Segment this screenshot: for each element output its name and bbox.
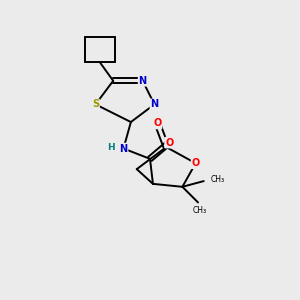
Text: O: O [153,118,161,128]
Text: O: O [191,158,200,168]
Text: CH₃: CH₃ [192,206,206,215]
Text: N: N [139,76,147,86]
Text: O: O [165,138,173,148]
Text: S: S [92,99,99,110]
Text: N: N [119,143,128,154]
Text: CH₃: CH₃ [211,175,225,184]
Text: H: H [107,143,115,152]
Text: N: N [150,99,158,110]
